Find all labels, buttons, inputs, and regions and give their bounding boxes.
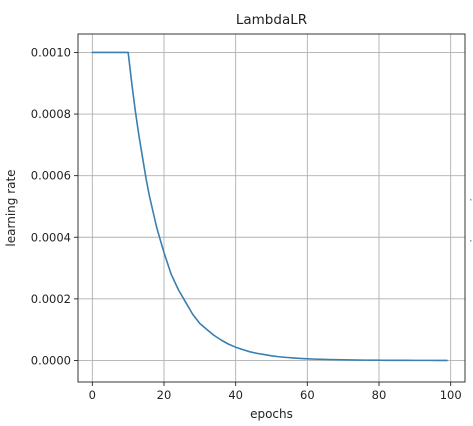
x-tick-label: 20	[157, 388, 172, 402]
y-tick-label: 0.0008	[31, 107, 71, 121]
y-tick-label: 0.0000	[31, 353, 71, 367]
x-tick-label: 0	[89, 388, 96, 402]
y-tick-label: 0.0004	[31, 230, 71, 244]
learning-rate-line	[91, 51, 448, 362]
axis-ticks: 0 20 40 60 80 100 0.0000 0.0002 0.0004 0.0006 0.00…	[31, 45, 462, 402]
y-axis-label: learning rate	[4, 169, 18, 246]
chart-title: LambdaLR	[236, 12, 307, 28]
x-tick-label: 60	[300, 388, 315, 402]
series-layer	[91, 51, 448, 362]
y-tick-label: 0.0010	[31, 45, 71, 59]
plot-area	[77, 33, 466, 383]
grid	[78, 34, 465, 382]
x-tick-label: 80	[372, 388, 387, 402]
edge-artifact	[470, 240, 472, 242]
x-tick-label: 40	[228, 388, 243, 402]
edge-artifact	[470, 199, 472, 201]
y-tick-label: 0.0002	[31, 292, 71, 306]
y-tick-label: 0.0006	[31, 169, 71, 183]
x-tick-label: 100	[440, 388, 462, 402]
x-axis-label: epochs	[250, 407, 293, 421]
